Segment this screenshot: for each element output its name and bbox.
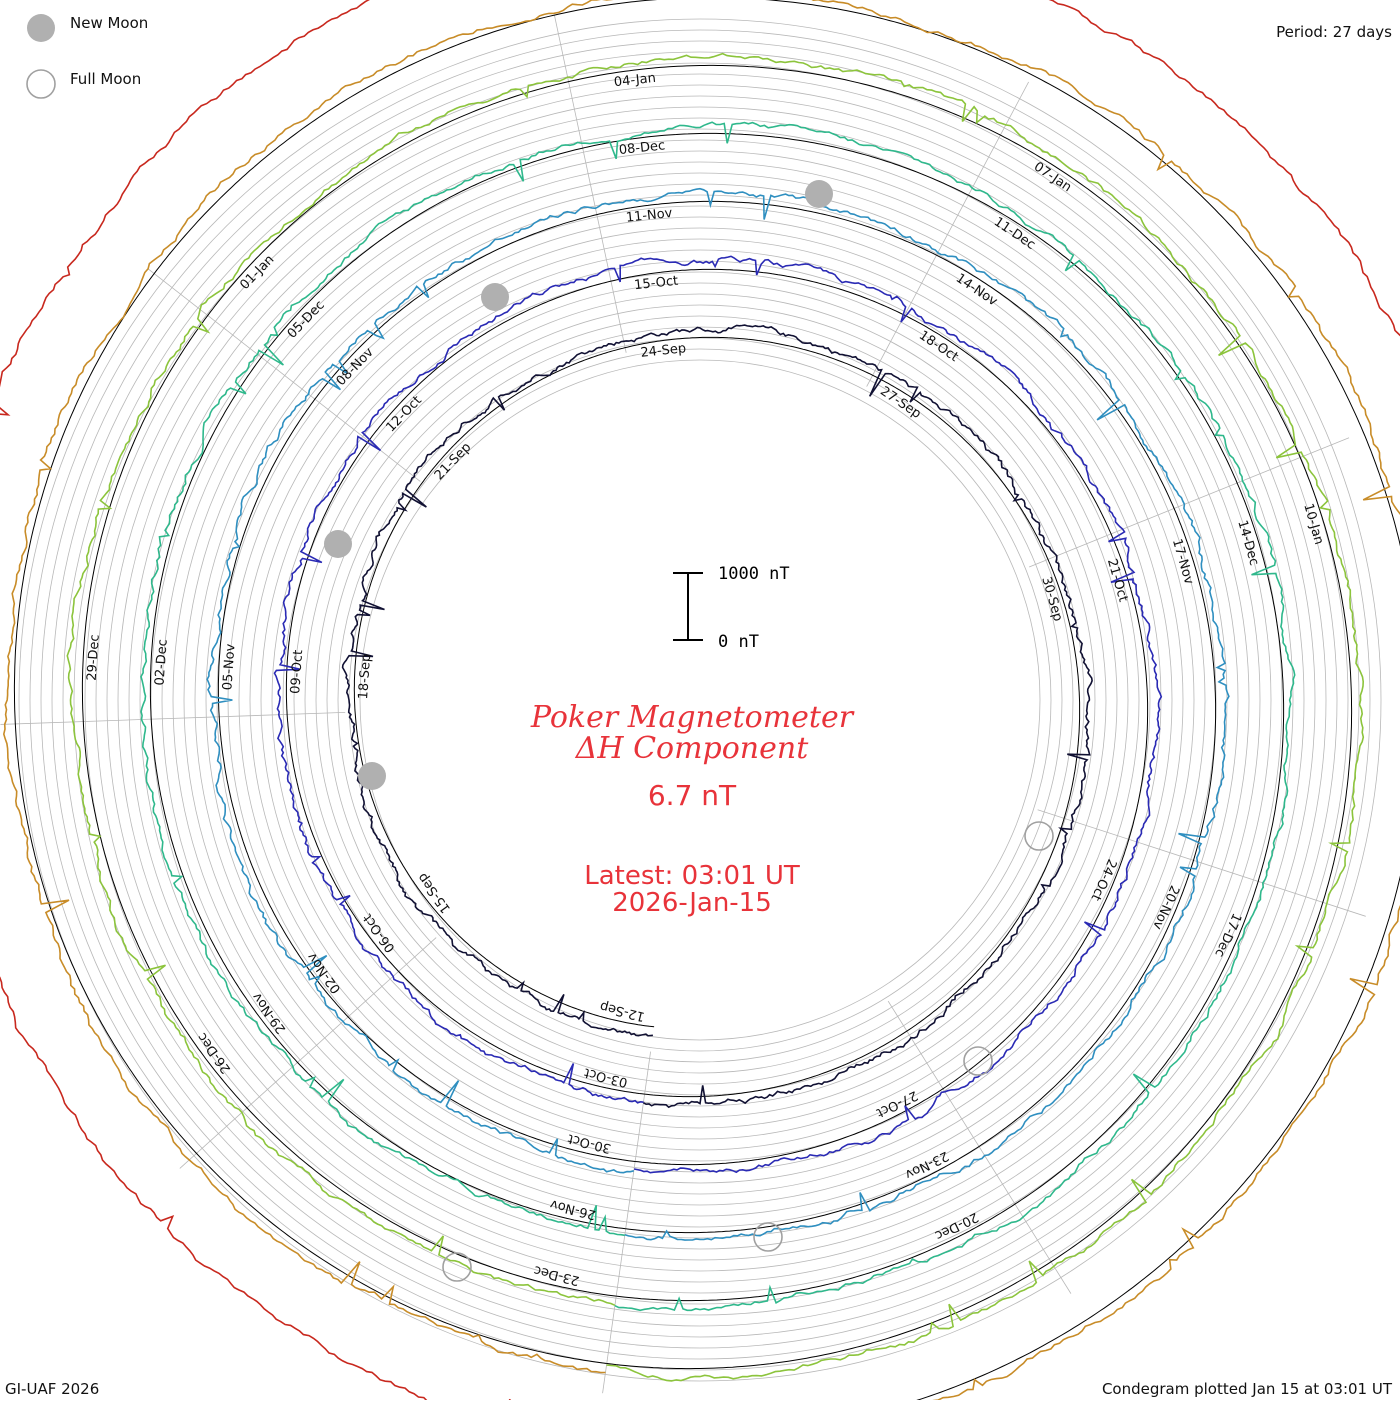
grid-ring <box>29 29 1371 1371</box>
series-ring-0 <box>341 324 1093 1109</box>
grid-ring <box>249 249 1151 1151</box>
baseline-ring-0 <box>353 336 1081 1098</box>
grid-spoke <box>887 1000 1072 1294</box>
grid-ring <box>51 51 1349 1349</box>
grid-ring <box>18 18 1382 1382</box>
grid-ring <box>326 326 1074 1074</box>
baseline-ring-4 <box>81 64 1353 1370</box>
date-label: 03-Oct <box>583 1064 629 1089</box>
grid-ring <box>62 62 1338 1338</box>
grid-spoke <box>0 711 346 725</box>
date-label: 02-Dec <box>153 639 171 686</box>
date-label: 14-Dec <box>1234 519 1261 568</box>
date-label: 12-Sep <box>598 998 646 1024</box>
grid-spoke <box>1029 437 1350 568</box>
date-label: 11-Dec <box>991 215 1038 253</box>
grid-ring <box>293 293 1107 1107</box>
grid-spoke <box>148 268 421 482</box>
full-moon-legend-icon <box>26 69 56 99</box>
new-moon-marker <box>324 530 352 558</box>
chart-title-line2: ΔH Component <box>575 731 809 766</box>
date-label: 29-Dec <box>85 634 103 681</box>
moon-marker-layer <box>324 180 1054 1282</box>
series-ring-1 <box>273 255 1163 1174</box>
full-moon-marker <box>963 1046 993 1076</box>
grid-ring <box>359 359 1041 1041</box>
grid-ring <box>117 117 1283 1283</box>
grid-ring <box>139 139 1261 1261</box>
footer-plot-time: Condegram plotted Jan 15 at 03:01 UT <box>1101 1380 1392 1398</box>
grid-ring <box>106 106 1294 1294</box>
date-label: 05-Nov <box>220 643 238 691</box>
chart-title-line1: Poker Magnetometer <box>530 700 855 735</box>
date-label: 11-Nov <box>625 206 673 226</box>
full-moon-marker <box>1024 821 1054 851</box>
full-moon-marker <box>753 1222 783 1252</box>
grid-ring <box>95 95 1305 1305</box>
date-label: 24-Sep <box>640 341 687 361</box>
footer-credit: GI-UAF 2026 <box>5 1380 100 1398</box>
latest-date: 2026-Jan-15 <box>612 888 772 918</box>
new-moon-legend-label: New Moon <box>70 14 149 32</box>
scale-bar-top-label: 1000 nT <box>718 564 790 584</box>
baseline-ring-3 <box>149 132 1285 1302</box>
date-label: 09-Oct <box>288 649 306 694</box>
grid-spoke <box>602 1051 651 1394</box>
baseline-ring-1 <box>285 268 1149 1166</box>
current-value: 6.7 nT <box>648 779 737 812</box>
date-label: 08-Dec <box>618 138 666 158</box>
grid-layer <box>0 15 1382 1394</box>
full-moon-marker <box>442 1252 472 1282</box>
new-moon-marker <box>481 283 509 311</box>
grid-ring <box>40 40 1360 1360</box>
grid-ring <box>205 205 1195 1195</box>
date-label: 15-Oct <box>634 274 679 294</box>
date-label: 18-Sep <box>356 653 374 700</box>
series-ring-3 <box>140 121 1296 1312</box>
full-moon-legend-label: Full Moon <box>70 70 142 88</box>
new-moon-marker <box>358 762 386 790</box>
latest-time: Latest: 03:01 UT <box>584 861 800 891</box>
trace-series-0 <box>341 324 1093 1109</box>
grid-ring <box>271 271 1129 1129</box>
grid-spoke <box>1037 809 1366 917</box>
grid-ring <box>315 315 1085 1085</box>
new-moon-legend-icon <box>27 14 55 42</box>
trace-series-2 <box>206 187 1230 1241</box>
new-moon-marker <box>805 180 833 208</box>
period-label: Period: 27 days <box>1276 23 1392 41</box>
scale-bar-bottom-label: 0 nT <box>718 632 759 652</box>
series-ring-2 <box>206 187 1230 1241</box>
grid-ring <box>304 304 1096 1096</box>
date-label: 23-Dec <box>532 1262 581 1288</box>
series-ring-4 <box>66 52 1365 1382</box>
date-label: 30-Oct <box>566 1130 612 1155</box>
trace-series-3 <box>140 121 1296 1312</box>
grid-spoke <box>554 15 627 353</box>
trace-series-1 <box>273 255 1163 1174</box>
grid-ring <box>282 282 1118 1118</box>
baseline-ring-5 <box>13 0 1400 1405</box>
grid-ring <box>216 216 1184 1184</box>
grid-spoke <box>866 81 1029 387</box>
grid-ring <box>161 161 1239 1239</box>
baseline-ring-2 <box>217 200 1217 1234</box>
grid-ring <box>238 238 1162 1162</box>
grid-ring <box>73 73 1327 1327</box>
grid-ring <box>84 84 1316 1316</box>
trace-series-4 <box>66 52 1365 1382</box>
date-label: 04-Jan <box>613 71 656 90</box>
grid-ring <box>194 194 1206 1206</box>
grid-ring <box>128 128 1272 1272</box>
